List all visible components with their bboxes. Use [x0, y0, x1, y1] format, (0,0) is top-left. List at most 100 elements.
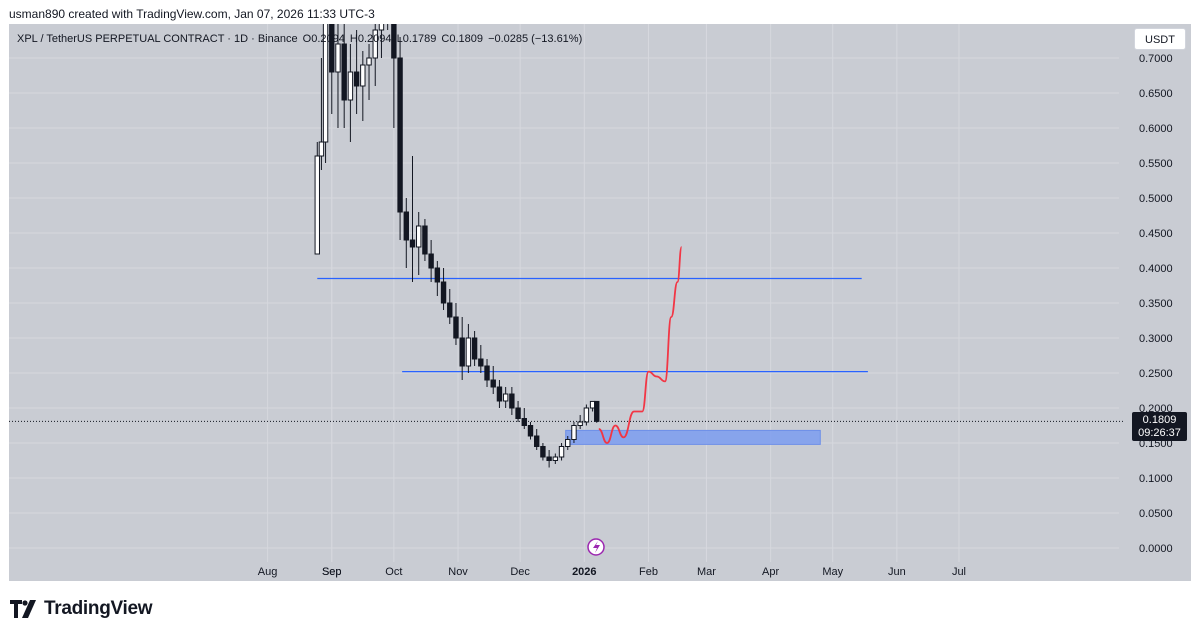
x-tick-label: Jul	[952, 566, 966, 578]
y-tick-label: 0.5000	[1139, 193, 1173, 205]
candle-body	[490, 379, 496, 388]
y-tick-label: 0.6500	[1139, 88, 1173, 100]
candle-body	[552, 456, 559, 461]
candle-body	[453, 316, 459, 339]
x-tick-label: Jun	[888, 566, 906, 578]
candle	[594, 400, 600, 423]
candle-body	[577, 421, 583, 426]
y-tick-label: 0.4000	[1139, 263, 1173, 275]
lightning-bolt-icon	[593, 541, 600, 553]
candle-body	[314, 155, 320, 255]
candle	[347, 44, 354, 142]
candle	[447, 289, 453, 324]
candle-body	[440, 281, 447, 304]
candle-body	[347, 71, 354, 101]
candle	[360, 51, 366, 121]
legend-open: O0.2094	[302, 33, 345, 45]
x-tick-label: Sep	[322, 566, 342, 578]
candle	[422, 219, 428, 261]
candle-body	[484, 365, 490, 381]
candle-body	[434, 267, 441, 283]
candle	[521, 408, 527, 429]
candle	[552, 453, 559, 464]
candle-body	[447, 302, 453, 318]
legend-close: C0.1809	[441, 33, 483, 45]
candle	[378, 24, 385, 58]
symbol-legend: XPL / TetherUS PERPETUAL CONTRACT · 1D ·…	[17, 33, 584, 45]
candle-body	[515, 407, 521, 419]
y-tick-label: 0.7000	[1139, 53, 1173, 65]
tradingview-logo[interactable]: TradingView	[10, 597, 153, 621]
candle	[571, 422, 577, 443]
candle-body	[558, 446, 565, 458]
candle	[434, 261, 441, 296]
candle-body	[540, 446, 546, 458]
x-tick-label: May	[822, 566, 843, 578]
candle	[490, 366, 496, 394]
event-marker[interactable]	[587, 538, 605, 556]
candle-body	[546, 456, 552, 461]
candle-body	[583, 407, 590, 423]
candle-body	[478, 358, 484, 367]
candle-body	[527, 425, 534, 437]
x-tick-label: Nov	[448, 566, 468, 578]
candle	[353, 30, 360, 114]
candle	[372, 24, 378, 86]
x-tick-label: Mar	[697, 566, 716, 578]
candle-body	[409, 239, 416, 248]
candle-body	[496, 386, 503, 402]
candle-body	[471, 337, 478, 360]
legend-low: L0.1789	[396, 33, 437, 45]
candle-body	[318, 141, 325, 157]
y-tick-label: 0.3000	[1139, 333, 1173, 345]
candle	[502, 387, 509, 408]
candlestick-series	[314, 24, 600, 468]
candle	[397, 37, 403, 240]
candle-body	[397, 57, 403, 213]
candle	[440, 268, 447, 310]
y-tick-label: 0.0000	[1139, 543, 1173, 555]
candle-body	[594, 400, 600, 422]
last-price-tag: 0.1809 09:26:37	[1132, 412, 1187, 441]
candle	[565, 436, 571, 450]
last-price-value: 0.1809	[1142, 414, 1177, 426]
price-chart[interactable]: 0.7000 0.6500 0.6000 0.5500 0.5000 0.4500 0.40…	[9, 24, 1191, 581]
candle	[314, 142, 320, 255]
candle-body	[428, 253, 434, 269]
candle	[478, 345, 484, 373]
candle	[465, 324, 472, 373]
currency-button[interactable]: USDT	[1134, 28, 1186, 50]
candle-body	[366, 57, 372, 66]
candle	[329, 24, 335, 114]
candle-body	[521, 418, 527, 426]
y-tick-label: 0.1000	[1139, 473, 1173, 485]
y-tick-label: 0.6000	[1139, 123, 1173, 135]
chart-panel[interactable]: 0.7000 0.6500 0.6000 0.5500 0.5000 0.4500 0.40…	[9, 24, 1191, 581]
candle-body	[422, 225, 428, 255]
candle-body	[465, 337, 472, 367]
candle-body	[360, 64, 366, 87]
y-tick-label: 0.0500	[1139, 508, 1173, 520]
candle	[318, 58, 325, 170]
x-tick-label: Sep	[322, 566, 342, 578]
x-tick-label: Apr	[762, 566, 779, 578]
candle	[540, 443, 546, 461]
candle-body	[502, 393, 509, 402]
candle-body	[335, 43, 341, 73]
candle	[484, 359, 490, 387]
candle	[409, 156, 416, 282]
candle-body	[372, 29, 378, 59]
candle-body	[322, 24, 329, 143]
x-tick-label: Feb	[639, 566, 658, 578]
candle	[403, 198, 409, 268]
projection-path	[598, 246, 683, 444]
candle	[527, 422, 534, 440]
candle-body	[341, 43, 347, 101]
chart-credit-header: usman890 created with TradingView.com, J…	[9, 7, 375, 21]
candle-body	[571, 425, 577, 440]
legend-symbol: XPL / TetherUS PERPETUAL CONTRACT · 1D ·…	[17, 33, 298, 45]
candle-body	[403, 211, 409, 241]
candle	[515, 401, 521, 422]
candle-body	[509, 393, 515, 409]
